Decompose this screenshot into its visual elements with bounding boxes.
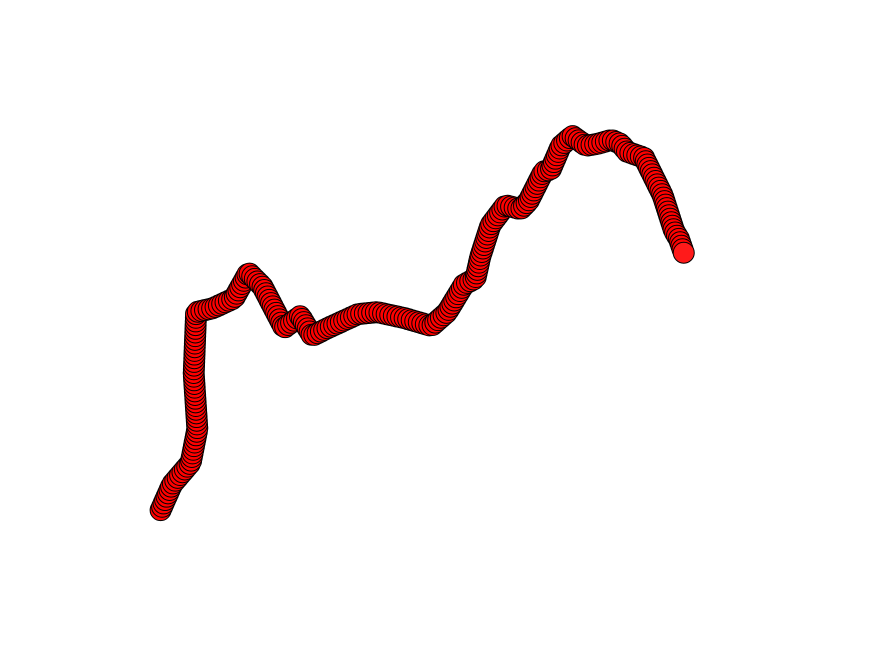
scatter-point-final bbox=[672, 241, 695, 264]
scatter-points bbox=[149, 125, 695, 522]
